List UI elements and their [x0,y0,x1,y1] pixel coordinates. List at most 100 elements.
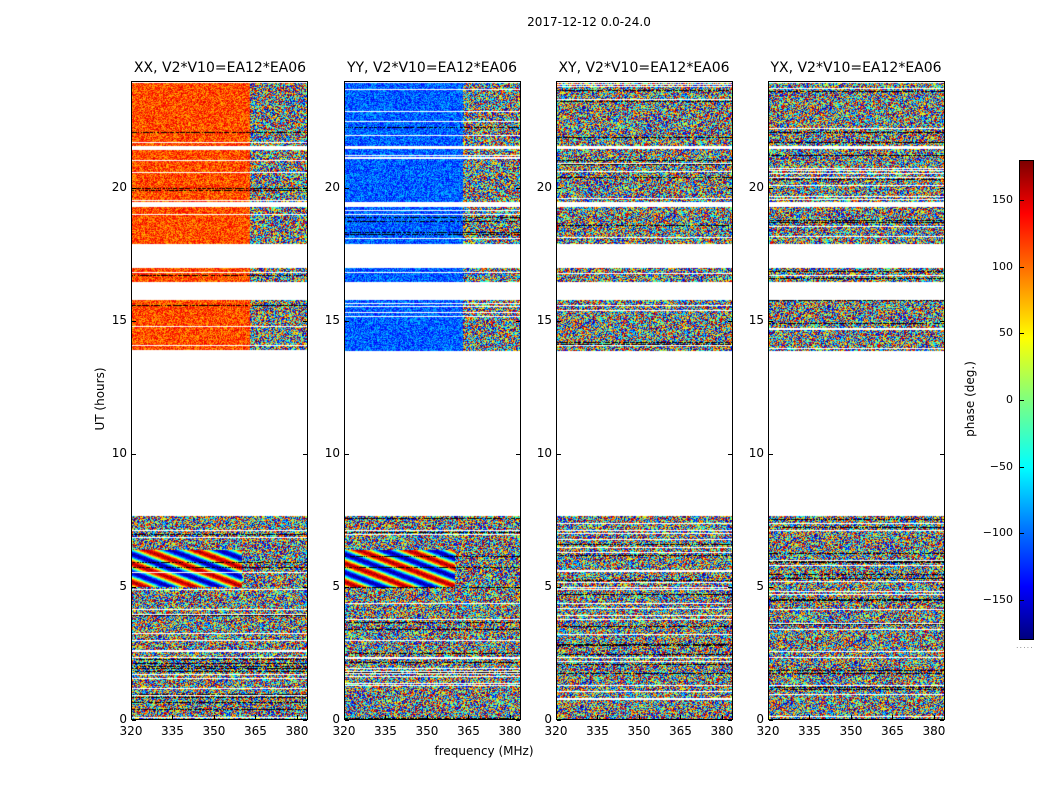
x-tick-mark [680,715,682,719]
panel-title-xy: XY, V2*V10=EA12*EA06 [558,60,730,76]
y-tick-label: 15 [324,312,340,327]
colorbar-tick-label: −100 [982,526,1013,540]
y-tick-mark [728,187,732,189]
x-tick-label: 335 [161,724,184,738]
panel-title-xx: XX, V2*V10=EA12*EA06 [133,60,307,76]
y-tick-mark [557,720,561,721]
y-tick-mark [516,187,520,189]
y-tick-mark [940,586,944,588]
x-tick-mark [385,715,387,719]
panel-yy [344,81,521,720]
x-tick-mark [468,715,470,719]
heatmap-xy [557,82,732,719]
y-tick-mark [132,187,136,189]
x-tick-mark [255,715,257,719]
panel-title-yy: YY, V2*V10=EA12*EA06 [346,60,518,76]
y-tick-mark [132,320,136,322]
y-tick-mark [557,586,561,588]
y-tick-label: 10 [111,445,127,460]
y-tick-mark [728,720,732,721]
y-tick-mark [516,586,520,588]
y-tick-mark [940,320,944,322]
x-tick-label: 380 [498,724,522,738]
x-tick-label: 380 [922,724,946,738]
x-tick-mark [721,715,723,719]
x-tick-mark [933,715,935,719]
y-tick-mark [345,586,349,588]
colorbar-tick-mark [1020,200,1024,201]
y-tick-mark [132,453,136,455]
x-tick-label: 365 [457,724,480,738]
x-tick-label: 320 [332,724,356,738]
y-tick-mark [303,720,307,721]
y-tick-mark [345,187,349,189]
x-tick-label: 335 [798,724,821,738]
y-tick-label: 15 [748,312,764,327]
x-tick-mark [344,715,345,719]
heatmap-xx [132,82,307,719]
x-tick-mark [597,715,599,719]
x-tick-mark [638,715,640,719]
colorbar-tick-label: 150 [992,193,1013,206]
y-tick-mark [557,187,561,189]
y-tick-mark [516,453,520,455]
y-tick-label: 0 [119,712,127,726]
colorbar-label: phase (deg.) [963,361,977,437]
x-tick-label: 335 [586,724,609,738]
y-tick-mark [728,586,732,588]
y-tick-mark [940,187,944,189]
y-tick-label: 10 [324,445,340,460]
colorbar-tick-label: −50 [989,459,1013,473]
panel-xx [131,81,308,720]
colorbar [1019,160,1034,640]
x-tick-mark [131,715,132,719]
y-tick-mark [769,187,773,189]
y-tick-mark [728,320,732,322]
y-tick-mark [132,586,136,588]
y-tick-mark [728,453,732,455]
y-tick-mark [769,586,773,588]
y-tick-label: 20 [111,179,127,194]
colorbar-tick-label: 100 [992,259,1013,273]
x-tick-mark [296,715,298,719]
y-tick-label: 20 [748,179,764,194]
y-tick-label: 10 [536,445,552,460]
y-tick-mark [303,187,307,189]
y-tick-mark [769,720,773,721]
heatmap-yx [769,82,944,719]
y-tick-label: 20 [536,179,552,194]
panel-yx [768,81,945,720]
y-tick-label: 20 [324,179,340,194]
x-tick-mark [213,715,215,719]
x-tick-label: 350 [839,724,863,738]
x-tick-mark [556,715,557,719]
y-tick-mark [303,586,307,588]
x-tick-mark [172,715,174,719]
x-tick-label: 350 [415,724,439,738]
heatmap-yy [345,82,520,719]
y-tick-label: 10 [748,445,764,460]
y-tick-mark [303,320,307,322]
x-tick-mark [768,715,769,719]
y-tick-mark [345,453,349,455]
y-tick-mark [303,453,307,455]
y-tick-mark [769,453,773,455]
x-tick-mark [809,715,811,719]
y-tick-label: 5 [756,578,764,593]
x-tick-label: 380 [285,724,309,738]
y-tick-mark [769,320,773,322]
x-tick-label: 365 [669,724,692,738]
x-tick-label: 320 [119,724,143,738]
y-tick-label: 0 [756,712,764,726]
y-tick-label: 5 [119,578,127,593]
y-tick-label: 0 [544,712,552,726]
x-tick-label: 350 [202,724,226,738]
x-tick-label: 365 [881,724,904,738]
colorbar-tick-mark [1020,333,1024,335]
colorbar-tick-mark [1020,466,1024,468]
colorbar-tick-label: −150 [982,593,1013,606]
x-tick-mark [509,715,511,719]
y-axis-label: UT (hours) [93,367,107,431]
y-tick-label: 15 [111,312,127,327]
y-tick-label: 5 [544,578,552,593]
